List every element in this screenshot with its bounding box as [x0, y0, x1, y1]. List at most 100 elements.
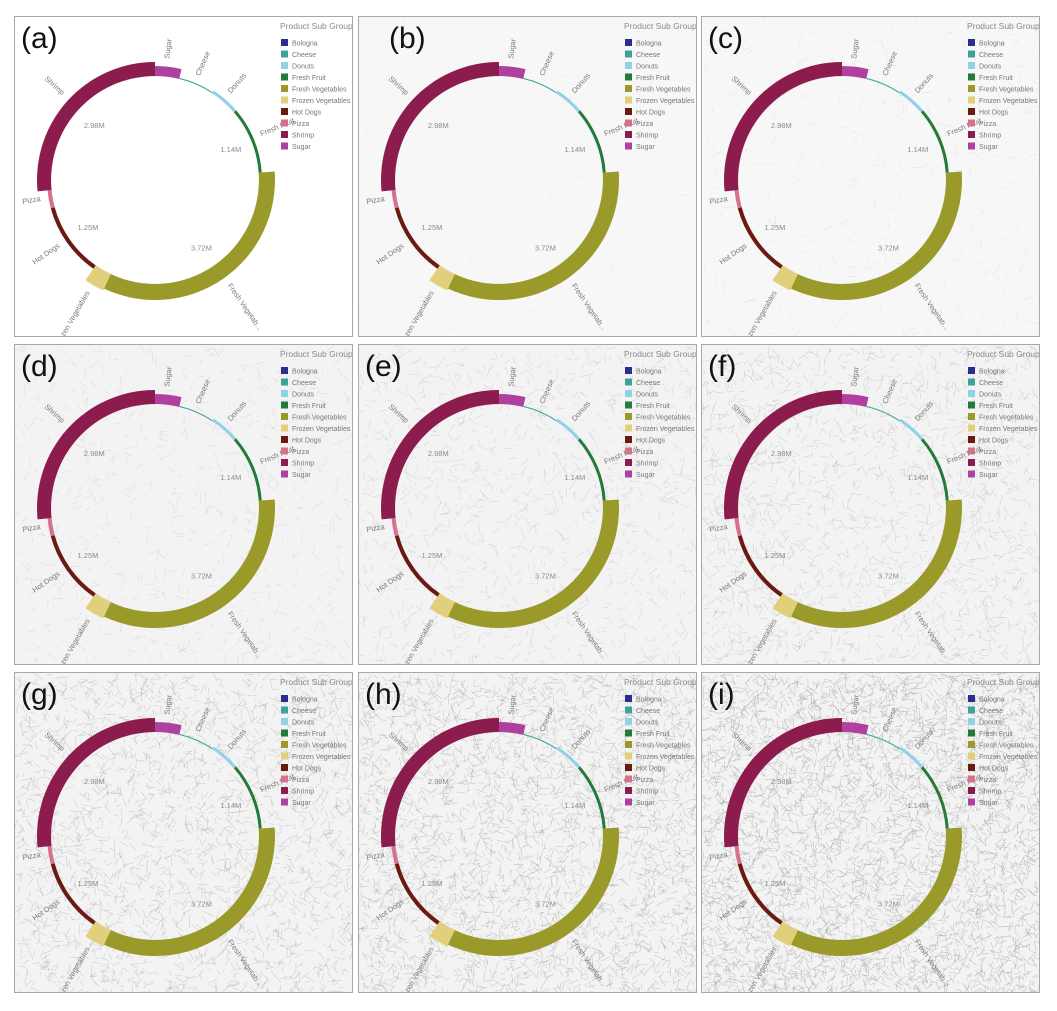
- noise-stroke: [829, 175, 836, 177]
- noise-stroke: [882, 591, 888, 599]
- noise-stroke: [629, 486, 636, 490]
- noise-stroke: [992, 616, 1003, 618]
- noise-stroke: [294, 953, 304, 958]
- noise-stroke: [937, 658, 948, 664]
- noise-stroke: [514, 385, 525, 388]
- noise-stroke: [968, 523, 978, 531]
- noise-stroke: [252, 934, 256, 943]
- noise-stroke: [680, 618, 682, 624]
- noise-stroke: [421, 395, 426, 399]
- noise-stroke: [844, 361, 848, 363]
- noise-stroke: [495, 547, 499, 557]
- noise-stroke: [244, 915, 251, 918]
- noise-stroke: [448, 326, 460, 331]
- noise-stroke: [797, 433, 799, 438]
- noise-stroke: [169, 765, 175, 775]
- noise-stroke: [219, 896, 227, 904]
- noise-stroke: [414, 481, 417, 486]
- noise-stroke: [216, 869, 222, 877]
- noise-stroke: [999, 368, 1008, 376]
- slice-donuts: [899, 418, 924, 441]
- noise-stroke: [904, 625, 911, 633]
- noise-stroke: [561, 377, 566, 382]
- noise-stroke: [370, 368, 374, 370]
- noise-stroke: [469, 655, 481, 657]
- noise-stroke: [868, 413, 872, 418]
- noise-stroke: [491, 447, 494, 454]
- noise-stroke: [822, 420, 829, 425]
- noise-stroke: [321, 972, 324, 982]
- noise-stroke: [899, 564, 904, 567]
- noise-stroke: [245, 517, 252, 525]
- noise-stroke: [250, 742, 258, 751]
- legend-item: Fresh Vegetables: [636, 87, 691, 94]
- noise-stroke: [810, 366, 815, 372]
- noise-stroke: [959, 543, 963, 545]
- noise-stroke: [900, 635, 903, 641]
- noise-stroke: [439, 555, 447, 564]
- noise-stroke: [475, 652, 479, 660]
- noise-stroke: [270, 969, 274, 974]
- noise-stroke: [327, 943, 332, 950]
- noise-stroke: [990, 101, 998, 110]
- noise-stroke: [1022, 635, 1024, 645]
- noise-stroke: [467, 539, 475, 547]
- noise-stroke: [422, 476, 432, 479]
- noise-stroke: [1023, 105, 1028, 112]
- noise-stroke: [751, 140, 757, 143]
- noise-stroke: [594, 536, 598, 545]
- noise-stroke: [209, 843, 219, 849]
- noise-stroke: [586, 546, 591, 556]
- noise-stroke: [770, 631, 775, 635]
- noise-stroke: [485, 447, 494, 453]
- noise-stroke: [708, 458, 714, 469]
- noise-stroke: [39, 729, 42, 734]
- noise-stroke: [631, 396, 641, 402]
- noise-stroke: [562, 557, 566, 562]
- noise-stroke: [476, 475, 479, 479]
- noise-stroke: [188, 976, 197, 978]
- noise-stroke: [325, 674, 329, 677]
- value-label: 1.14M: [564, 473, 585, 482]
- noise-stroke: [77, 644, 87, 652]
- noise-stroke: [313, 928, 319, 930]
- noise-stroke: [411, 486, 416, 492]
- noise-stroke: [919, 527, 924, 537]
- noise-stroke: [958, 439, 967, 447]
- noise-stroke: [822, 654, 829, 663]
- noise-stroke: [315, 390, 320, 397]
- noise-stroke: [481, 644, 485, 648]
- noise-stroke: [259, 383, 266, 391]
- noise-stroke: [625, 541, 631, 545]
- noise-stroke: [406, 157, 412, 162]
- noise-stroke: [935, 165, 940, 170]
- noise-stroke: [484, 425, 490, 428]
- noise-stroke: [587, 430, 594, 440]
- noise-stroke: [420, 381, 426, 384]
- noise-stroke: [571, 349, 574, 355]
- noise-stroke: [671, 473, 683, 476]
- noise-stroke: [291, 783, 295, 787]
- category-label: Pizza: [709, 522, 729, 534]
- noise-stroke: [148, 593, 158, 596]
- noise-stroke: [857, 412, 864, 418]
- noise-stroke: [373, 521, 375, 526]
- noise-stroke: [408, 611, 417, 617]
- noise-stroke: [994, 456, 1003, 460]
- noise-stroke: [103, 871, 110, 880]
- noise-stroke: [553, 472, 560, 478]
- noise-stroke: [738, 403, 749, 408]
- noise-stroke: [978, 544, 980, 551]
- noise-stroke: [514, 512, 519, 516]
- noise-stroke: [627, 419, 630, 424]
- noise-stroke: [432, 559, 439, 570]
- noise-stroke: [526, 627, 529, 638]
- legend-title: Product Sub Group: [280, 21, 353, 31]
- noise-stroke: [932, 310, 943, 316]
- value-label: 3.72M: [191, 572, 212, 581]
- noise-stroke: [179, 880, 184, 888]
- noise-stroke: [1001, 364, 1007, 372]
- noise-stroke: [22, 430, 25, 437]
- noise-stroke: [475, 461, 479, 465]
- noise-stroke: [847, 512, 855, 520]
